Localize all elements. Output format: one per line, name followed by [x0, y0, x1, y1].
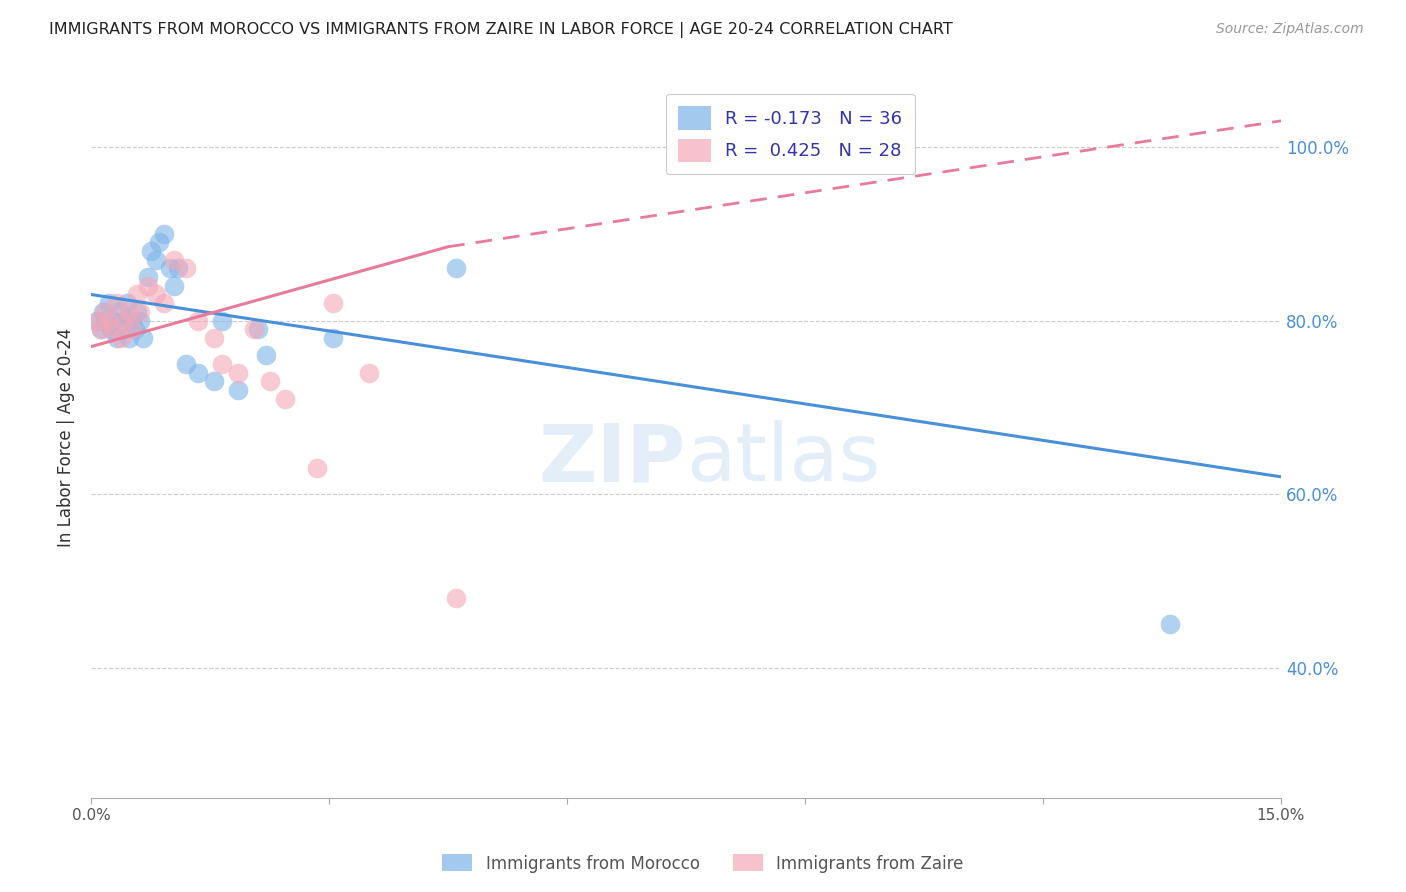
Point [187, 366, 209, 380]
Point [129, 305, 152, 319]
Point [153, 296, 176, 310]
Text: ZIP: ZIP [538, 420, 686, 499]
Point [86, 313, 108, 327]
Point [90, 322, 112, 336]
Point [322, 331, 344, 345]
Point [145, 287, 167, 301]
Point [167, 261, 190, 276]
Point [159, 261, 181, 276]
Point [105, 296, 128, 310]
Point [322, 296, 344, 310]
Point [118, 305, 141, 319]
Point [110, 331, 132, 345]
Point [118, 331, 141, 345]
Point [163, 252, 186, 267]
Point [444, 591, 467, 606]
Point [176, 357, 198, 371]
Point [121, 322, 143, 336]
Point [105, 331, 128, 345]
Point [202, 374, 225, 388]
Point [246, 322, 269, 336]
Point [127, 305, 149, 319]
Point [211, 357, 233, 371]
Point [226, 366, 249, 380]
Point [108, 305, 131, 319]
Point [127, 287, 149, 301]
Point [254, 348, 277, 362]
Point [136, 270, 159, 285]
Point [145, 252, 167, 267]
Point [94, 305, 117, 319]
Point [124, 322, 146, 336]
Point [121, 313, 143, 327]
Point [202, 331, 225, 345]
Point [163, 278, 186, 293]
Point [148, 235, 170, 250]
Point [97, 313, 120, 327]
Point [136, 278, 159, 293]
Point [226, 383, 249, 397]
Point [139, 244, 162, 258]
Y-axis label: In Labor Force | Age 20-24: In Labor Force | Age 20-24 [58, 328, 75, 548]
Point [115, 296, 138, 310]
Point [153, 227, 176, 241]
Point [1159, 617, 1181, 632]
Point [91, 305, 114, 319]
Point [211, 313, 233, 327]
Point [187, 313, 209, 327]
Point [114, 313, 136, 327]
Point [103, 322, 125, 336]
Point [97, 296, 120, 310]
Point [86, 313, 108, 327]
Point [103, 313, 125, 327]
Point [242, 322, 264, 336]
Text: IMMIGRANTS FROM MOROCCO VS IMMIGRANTS FROM ZAIRE IN LABOR FORCE | AGE 20-24 CORR: IMMIGRANTS FROM MOROCCO VS IMMIGRANTS FR… [49, 22, 953, 38]
Point [110, 322, 132, 336]
Legend: R = -0.173   N = 36, R =  0.425   N = 28: R = -0.173 N = 36, R = 0.425 N = 28 [666, 94, 915, 174]
Point [444, 261, 467, 276]
Point [274, 392, 297, 406]
Text: Source: ZipAtlas.com: Source: ZipAtlas.com [1216, 22, 1364, 37]
Point [114, 313, 136, 327]
Point [176, 261, 198, 276]
Legend: Immigrants from Morocco, Immigrants from Zaire: Immigrants from Morocco, Immigrants from… [436, 847, 970, 880]
Point [132, 331, 155, 345]
Point [94, 313, 117, 327]
Point [100, 322, 122, 336]
Point [129, 313, 152, 327]
Point [259, 374, 281, 388]
Point [307, 461, 329, 475]
Point [90, 322, 112, 336]
Text: atlas: atlas [686, 420, 880, 499]
Point [357, 366, 380, 380]
